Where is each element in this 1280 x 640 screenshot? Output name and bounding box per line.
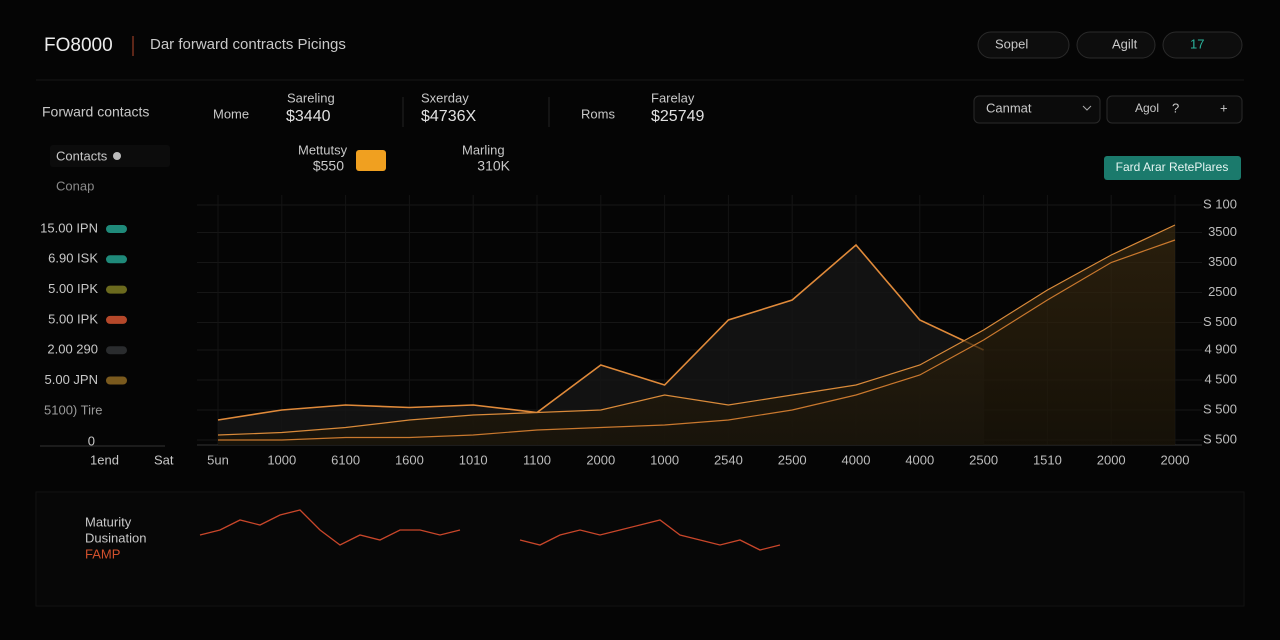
sub-label: Conap bbox=[56, 178, 94, 193]
legend-label: 5.00 IPK bbox=[48, 311, 98, 326]
stat-label: Mettutsy bbox=[298, 142, 348, 157]
toolbar-label[interactable]: Agol bbox=[1135, 101, 1159, 115]
line bbox=[218, 239, 1176, 441]
x-tick-label: 1000 bbox=[267, 452, 296, 467]
stat-label: Roms bbox=[581, 106, 615, 121]
stat-value: $550 bbox=[313, 158, 344, 174]
button-label[interactable]: Sopel bbox=[995, 36, 1028, 51]
legend-swatch bbox=[106, 346, 127, 355]
legend-swatch bbox=[106, 225, 127, 233]
x-tick-label: 1600 bbox=[395, 452, 424, 467]
legend-label: 5.00 JPN bbox=[45, 372, 98, 387]
legend-label: 15.00 IPN bbox=[40, 220, 98, 235]
line bbox=[217, 243, 984, 421]
section-label: Forward contacts bbox=[42, 104, 149, 120]
x-tick-label: 4000 bbox=[905, 452, 934, 467]
y-tick-label: S 500 bbox=[1203, 401, 1237, 416]
x-tick-label: 2540 bbox=[714, 452, 743, 467]
y-tick-label: S 100 bbox=[1203, 196, 1237, 211]
y-tick-label: 3500 bbox=[1208, 254, 1237, 269]
legend-label: 2.00 290 bbox=[47, 342, 98, 357]
stat-value: $4736X bbox=[421, 108, 476, 125]
y-tick-label: S 500 bbox=[1203, 431, 1237, 446]
x-tick-label: 2500 bbox=[778, 452, 807, 467]
x-tick-label: 1000 bbox=[650, 452, 679, 467]
legend-extra: 5100) Tire bbox=[44, 402, 103, 417]
x-tick-label: 6100 bbox=[331, 452, 360, 467]
legend-label: 5.00 IPK bbox=[48, 281, 98, 296]
y-tick-label: 2500 bbox=[1208, 284, 1237, 299]
line bbox=[217, 224, 1176, 436]
select-label[interactable]: Canmat bbox=[986, 100, 1032, 115]
legend-swatch bbox=[106, 315, 127, 324]
add[interactable]: + bbox=[1220, 100, 1228, 115]
button[interactable] bbox=[1076, 31, 1156, 59]
mini-line bbox=[199, 509, 461, 546]
logo: FO8000 bbox=[44, 35, 113, 56]
action-button[interactable] bbox=[1104, 156, 1241, 180]
stat-value: $3440 bbox=[286, 108, 331, 125]
filter[interactable] bbox=[50, 145, 170, 167]
button[interactable] bbox=[977, 31, 1070, 59]
y-tick-label: S 500 bbox=[1203, 314, 1237, 329]
action-label[interactable]: Fard Arar RetePlares bbox=[1116, 160, 1229, 174]
x-tick-label: 5un bbox=[207, 452, 229, 467]
area bbox=[218, 225, 1175, 445]
stat-label: Marling bbox=[462, 142, 505, 157]
x-tick-label: 2000 bbox=[586, 452, 615, 467]
stat-label: Sxerday bbox=[421, 90, 469, 105]
bottom-label: Maturity bbox=[85, 514, 132, 529]
bottom-label: Dusination bbox=[85, 530, 146, 545]
zero-label: 0 bbox=[88, 433, 95, 448]
dot bbox=[113, 152, 121, 160]
button[interactable] bbox=[1162, 31, 1243, 59]
x-tick-label: 1010 bbox=[459, 452, 488, 467]
toggle[interactable] bbox=[356, 150, 386, 171]
button-label[interactable]: Agilt bbox=[1112, 36, 1138, 51]
bottom-panel bbox=[35, 491, 1245, 607]
x-tick-label: 1100 bbox=[523, 452, 551, 467]
mini-line bbox=[519, 519, 781, 551]
page-title: Dar forward contracts Picings bbox=[150, 36, 346, 53]
stat-label: Mome bbox=[213, 106, 249, 121]
x-tick-label: 2000 bbox=[1161, 452, 1190, 467]
chevron bbox=[1082, 105, 1092, 111]
x-tick-label: 2000 bbox=[1097, 452, 1126, 467]
y-tick-label: 4 900 bbox=[1204, 341, 1237, 356]
x-label: Sat bbox=[154, 452, 174, 467]
stat-label: Sareling bbox=[287, 90, 335, 105]
legend-label: 6.90 ISK bbox=[48, 251, 98, 266]
y-tick-label: 3500 bbox=[1208, 224, 1237, 239]
x-label: 1end bbox=[90, 452, 119, 467]
y-tick-label: 4 500 bbox=[1204, 371, 1237, 386]
stat-label: Farelay bbox=[651, 90, 695, 105]
x-tick-label: 2500 bbox=[969, 452, 998, 467]
legend-swatch bbox=[106, 376, 127, 385]
toolbar bbox=[1106, 95, 1243, 124]
select[interactable] bbox=[973, 95, 1101, 124]
bottom-accent: FAMP bbox=[85, 546, 120, 561]
legend-swatch bbox=[106, 255, 127, 264]
stat-value: $25749 bbox=[651, 108, 704, 125]
x-tick-label: 4000 bbox=[842, 452, 871, 467]
legend-swatch bbox=[106, 285, 127, 294]
x-tick-label: 1510 bbox=[1033, 452, 1062, 467]
filter-label[interactable]: Contacts bbox=[56, 148, 108, 163]
stat-value: 310K bbox=[477, 158, 510, 174]
help[interactable]: ? bbox=[1172, 100, 1179, 115]
button-label[interactable]: 17 bbox=[1190, 36, 1204, 51]
